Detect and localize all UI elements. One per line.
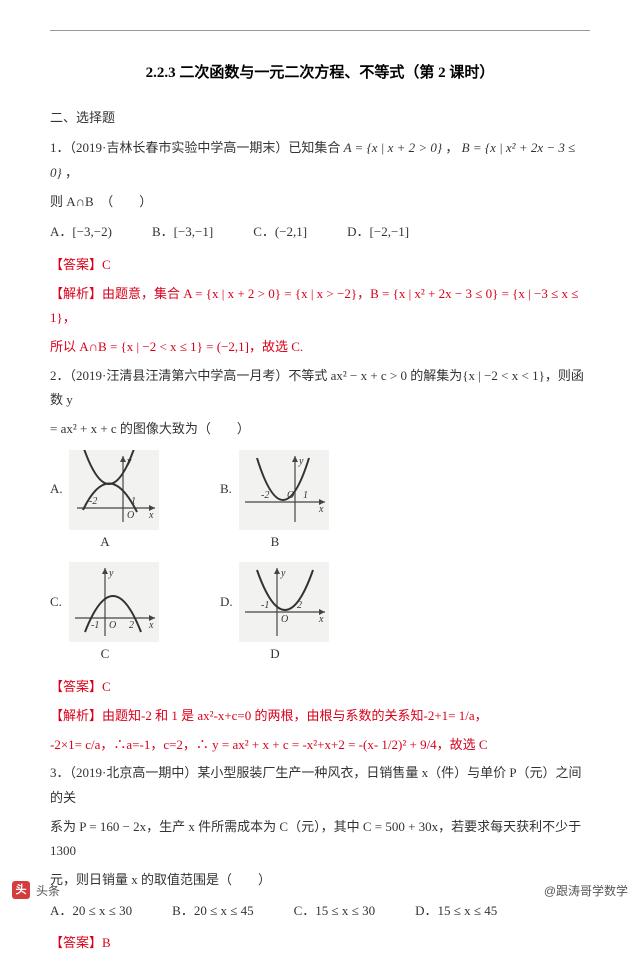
svg-text:1: 1: [131, 496, 136, 507]
q3-optA: A．20 ≤ x ≤ 30: [50, 899, 132, 924]
svg-text:y: y: [108, 568, 114, 579]
q1-explain-2: 所以 A∩B = {x | −2 < x ≤ 1} = (−2,1]，故选 C.: [50, 335, 590, 360]
q2-graph-row-2: C. -1 2 O x y C D.: [50, 562, 590, 667]
q1-optB: B．[−3,−1]: [152, 220, 213, 245]
q2-label-B: B.: [220, 477, 232, 502]
q2-sub-C: C: [50, 642, 160, 667]
svg-text:y: y: [126, 456, 132, 467]
q3-optB: B．20 ≤ x ≤ 45: [172, 899, 253, 924]
q3-options: A．20 ≤ x ≤ 30 B．20 ≤ x ≤ 45 C．15 ≤ x ≤ 3…: [50, 899, 590, 924]
q1-answer: 【答案】C: [50, 253, 590, 278]
q2-graph-row-1: A. -2 1 O x y A B: [50, 450, 590, 555]
svg-text:x: x: [318, 614, 324, 625]
q1-comma: ，: [445, 140, 458, 155]
q3-optD: D．15 ≤ x ≤ 45: [415, 899, 497, 924]
q1-optD: D．[−2,−1]: [347, 220, 409, 245]
q1-options: A．[−3,−2) B．[−3,−1] C．(−2,1] D．[−2,−1]: [50, 220, 590, 245]
svg-text:1: 1: [303, 490, 308, 501]
q1-stem-b: 则 A∩B （ ）: [50, 190, 590, 215]
q3-answer: 【答案】B: [50, 931, 590, 956]
q1-tail: ，: [65, 165, 78, 180]
q3-optC: C．15 ≤ x ≤ 30: [294, 899, 375, 924]
svg-text:-2: -2: [261, 490, 269, 501]
q2-stem-b: = ax² + x + c 的图像大致为（ ）: [50, 417, 590, 442]
q3-stem-b: 系为 P = 160 − 2x，生产 x 件所需成本为 C（元），其中 C = …: [50, 815, 590, 864]
q3-stem-a: 3．（2019·北京高一期中）某小型服装厂生产一种风衣，日销售量 x（件）与单价…: [50, 761, 590, 810]
footer: 头 头条 @跟涛哥学数学: [0, 881, 640, 899]
q2-label-C: C.: [50, 590, 62, 615]
q1-stem-a: 1．（2019·吉林长春市实验中学高一期末）已知集合: [50, 140, 344, 155]
q2-stem-a: 2．（2019·汪清县汪清第六中学高一月考）不等式 ax² − x + c > …: [50, 364, 590, 413]
svg-text:2: 2: [297, 600, 302, 611]
q2-explain-2: -2×1= c/a，∴a=-1，c=2，∴ y = ax² + x + c = …: [50, 733, 590, 758]
q2-answer: 【答案】C: [50, 675, 590, 700]
svg-text:2: 2: [129, 620, 134, 631]
svg-text:-2: -2: [89, 496, 97, 507]
q2-graph-C: C. -1 2 O x y C: [50, 562, 160, 667]
q1-optA: A．[−3,−2): [50, 220, 112, 245]
svg-text:x: x: [148, 510, 154, 521]
section-heading: 二、选择题: [50, 106, 590, 131]
q1-optC: C．(−2,1]: [253, 220, 307, 245]
svg-text:O: O: [287, 490, 294, 501]
svg-text:x: x: [148, 620, 154, 631]
page-title: 2.2.3 二次函数与一元二次方程、不等式（第 2 课时）: [50, 59, 590, 88]
svg-text:O: O: [109, 620, 116, 631]
q2-label-D: D.: [220, 590, 233, 615]
q2-label-A: A.: [50, 477, 63, 502]
svg-text:y: y: [280, 568, 286, 579]
q2-explain-1: 【解析】由题知-2 和 1 是 ax²-x+c=0 的两根，由根与系数的关系知-…: [50, 704, 590, 729]
q1-explain-1: 【解析】由题意，集合 A = {x | x + 2 > 0} = {x | x …: [50, 282, 590, 331]
question-1: 1．（2019·吉林长春市实验中学高一期末）已知集合 A = {x | x + …: [50, 136, 590, 185]
q2-graph-B: B. -2 1 O x y B: [220, 450, 330, 555]
svg-text:-1: -1: [91, 620, 99, 631]
q2-sub-D: D: [220, 642, 330, 667]
svg-text:x: x: [318, 504, 324, 515]
svg-text:O: O: [127, 510, 134, 521]
svg-text:-1: -1: [261, 600, 269, 611]
footer-author: @跟涛哥学数学: [544, 882, 628, 899]
q2-graph-D: D. -1 2 O x y D: [220, 562, 330, 667]
footer-logo-icon: 头: [12, 881, 30, 899]
svg-text:O: O: [281, 614, 288, 625]
q1-setA: A = {x | x + 2 > 0}: [344, 140, 443, 155]
footer-brand: 头条: [36, 882, 60, 899]
svg-text:y: y: [298, 456, 304, 467]
q2-sub-A: A: [50, 530, 160, 555]
q2-sub-B: B: [220, 530, 330, 555]
q2-graph-A: A. -2 1 O x y A: [50, 450, 160, 555]
